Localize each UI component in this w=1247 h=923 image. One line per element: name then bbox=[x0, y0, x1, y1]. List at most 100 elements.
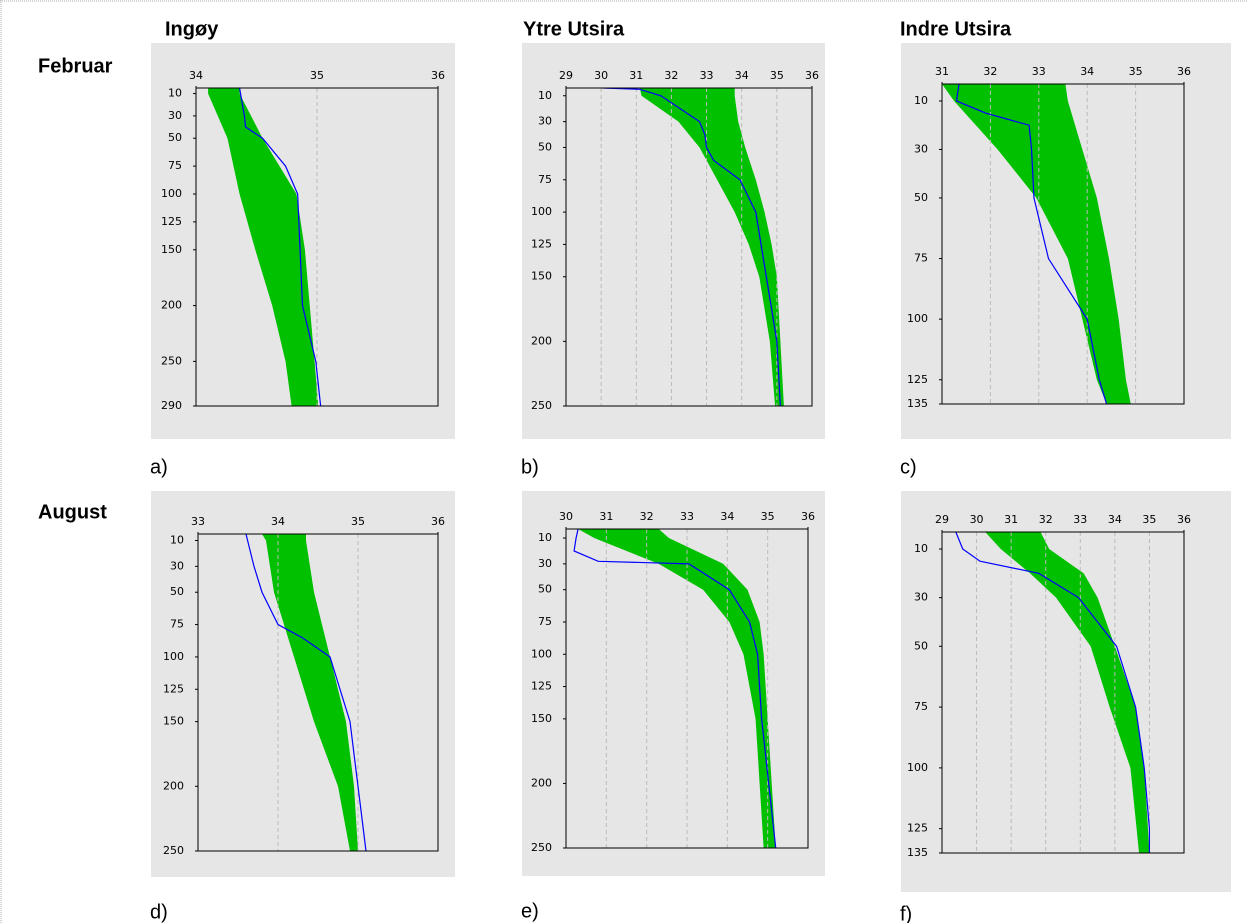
y-tick-label: 150 bbox=[531, 270, 552, 283]
y-tick-label: 250 bbox=[163, 844, 184, 857]
y-tick-label: 10 bbox=[538, 531, 552, 544]
y-tick-label: 100 bbox=[907, 312, 928, 325]
y-tick-label: 125 bbox=[531, 680, 552, 693]
x-tick-label: 36 bbox=[1177, 65, 1191, 78]
x-tick-label: 30 bbox=[559, 510, 573, 523]
row-header: August bbox=[38, 501, 107, 523]
y-tick-label: 10 bbox=[168, 87, 182, 100]
x-tick-label: 34 bbox=[720, 510, 734, 523]
x-tick-label: 32 bbox=[640, 510, 654, 523]
x-tick-label: 31 bbox=[599, 510, 613, 523]
x-tick-label: 31 bbox=[935, 65, 949, 78]
plot-frame bbox=[565, 87, 813, 407]
plot-area bbox=[942, 84, 1137, 404]
x-tick-label: 35 bbox=[351, 515, 365, 528]
plot-frame bbox=[195, 87, 439, 407]
y-tick-label: 250 bbox=[161, 354, 182, 367]
plot-area bbox=[208, 88, 322, 406]
profile-line bbox=[955, 532, 1151, 853]
y-tick-label: 30 bbox=[168, 109, 182, 122]
x-tick-label: 36 bbox=[431, 515, 445, 528]
y-tick-label: 30 bbox=[914, 142, 928, 155]
profile-line bbox=[955, 84, 1108, 404]
plot-frame bbox=[565, 528, 809, 849]
y-tick-label: 125 bbox=[161, 215, 182, 228]
plot-frame bbox=[197, 533, 439, 852]
range-band bbox=[639, 88, 784, 406]
y-tick-label: 250 bbox=[531, 841, 552, 854]
plot-area bbox=[955, 532, 1151, 853]
plot-area bbox=[245, 534, 367, 851]
x-tick-label: 29 bbox=[935, 513, 949, 526]
range-band bbox=[262, 534, 358, 851]
y-tick-label: 200 bbox=[531, 776, 552, 789]
x-tick-label: 31 bbox=[1004, 513, 1018, 526]
y-tick-label: 30 bbox=[538, 557, 552, 570]
panel-background bbox=[899, 489, 1233, 894]
x-tick-label: 32 bbox=[983, 65, 997, 78]
y-tick-label: 75 bbox=[168, 159, 182, 172]
y-tick-label: 50 bbox=[168, 131, 182, 144]
panel-label: e) bbox=[521, 900, 539, 922]
x-tick-label: 32 bbox=[664, 69, 678, 82]
panel-label: f) bbox=[900, 903, 912, 923]
plot-area bbox=[573, 529, 777, 848]
x-tick-label: 33 bbox=[1073, 513, 1087, 526]
y-tick-label: 135 bbox=[907, 846, 928, 859]
range-band bbox=[578, 529, 776, 848]
x-tick-label: 36 bbox=[1177, 513, 1191, 526]
y-tick-label: 200 bbox=[531, 334, 552, 347]
y-tick-label: 150 bbox=[531, 712, 552, 725]
y-tick-label: 50 bbox=[170, 585, 184, 598]
x-tick-label: 30 bbox=[970, 513, 984, 526]
y-tick-label: 50 bbox=[914, 191, 928, 204]
x-tick-label: 34 bbox=[189, 69, 203, 82]
y-tick-label: 50 bbox=[538, 583, 552, 596]
y-tick-label: 100 bbox=[161, 187, 182, 200]
y-tick-label: 30 bbox=[170, 559, 184, 572]
range-band bbox=[208, 88, 319, 406]
x-tick-label: 35 bbox=[761, 510, 775, 523]
y-tick-label: 10 bbox=[170, 533, 184, 546]
y-tick-label: 135 bbox=[907, 397, 928, 410]
y-tick-label: 200 bbox=[163, 779, 184, 792]
x-tick-label: 35 bbox=[1129, 65, 1143, 78]
y-tick-label: 125 bbox=[907, 822, 928, 835]
y-tick-label: 10 bbox=[538, 89, 552, 102]
y-tick-label: 75 bbox=[170, 618, 184, 631]
column-header: Ytre Utsira bbox=[523, 18, 625, 40]
x-tick-label: 30 bbox=[594, 69, 608, 82]
y-tick-label: 125 bbox=[531, 237, 552, 250]
y-tick-label: 125 bbox=[907, 373, 928, 386]
x-tick-label: 34 bbox=[1108, 513, 1122, 526]
y-tick-label: 290 bbox=[161, 399, 182, 412]
x-tick-label: 36 bbox=[805, 69, 819, 82]
range-band bbox=[942, 84, 1131, 404]
x-tick-label: 31 bbox=[629, 69, 643, 82]
y-tick-label: 10 bbox=[914, 94, 928, 107]
row-header: Februar bbox=[38, 55, 113, 77]
plot-frame bbox=[941, 83, 1185, 405]
y-tick-label: 100 bbox=[531, 647, 552, 660]
panel-label: b) bbox=[521, 456, 539, 478]
x-tick-label: 33 bbox=[191, 515, 205, 528]
y-tick-label: 200 bbox=[161, 299, 182, 312]
y-tick-label: 50 bbox=[538, 140, 552, 153]
profile-line bbox=[602, 88, 781, 406]
y-tick-label: 150 bbox=[161, 243, 182, 256]
x-tick-label: 34 bbox=[735, 69, 749, 82]
plot-area bbox=[600, 88, 784, 406]
y-tick-label: 100 bbox=[531, 205, 552, 218]
profile-line bbox=[238, 88, 322, 406]
panel-label: c) bbox=[900, 456, 917, 478]
y-tick-label: 75 bbox=[538, 173, 552, 186]
x-tick-label: 35 bbox=[770, 69, 784, 82]
range-band bbox=[985, 532, 1150, 853]
column-header: Indre Utsira bbox=[900, 18, 1012, 40]
y-tick-label: 10 bbox=[914, 542, 928, 555]
plot-frame bbox=[941, 531, 1185, 854]
x-tick-label: 35 bbox=[1142, 513, 1156, 526]
y-tick-label: 30 bbox=[538, 115, 552, 128]
